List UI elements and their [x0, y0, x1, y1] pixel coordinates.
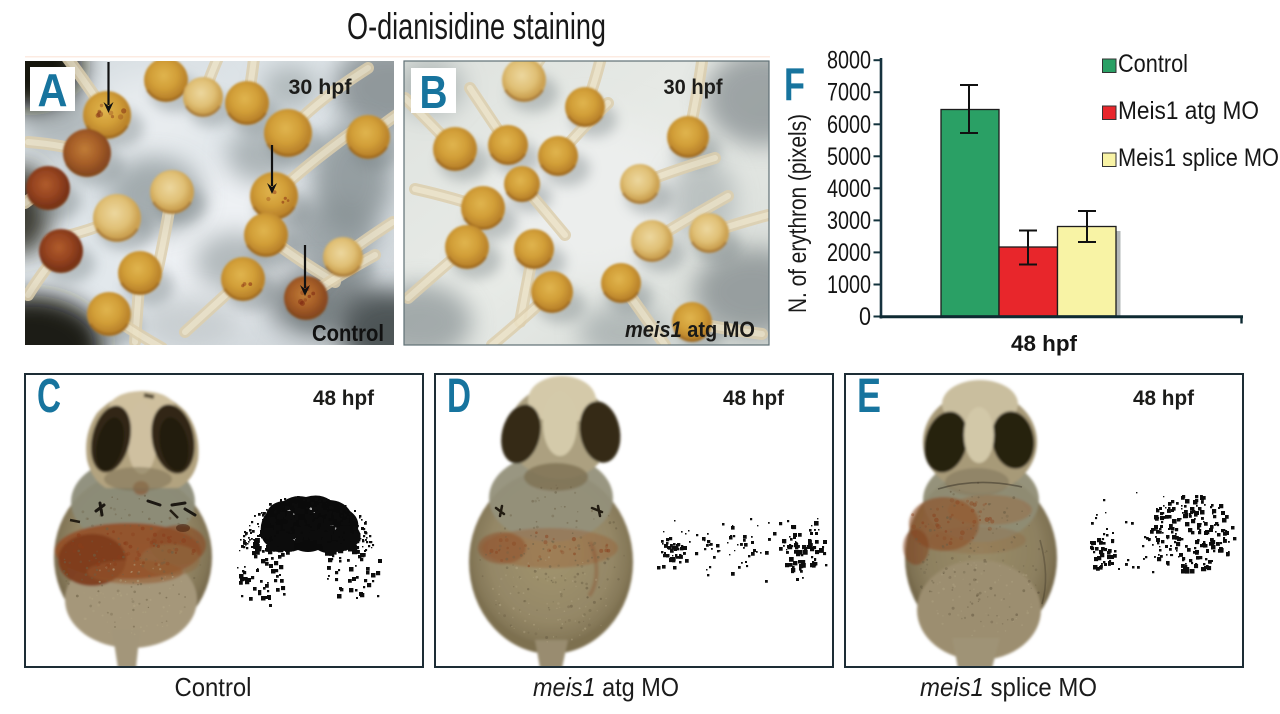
svg-text:meis1 atg MO: meis1 atg MO [533, 672, 679, 702]
svg-text:3000: 3000 [827, 207, 871, 235]
svg-text:Control: Control [1118, 50, 1188, 78]
svg-text:Meis1 atg MO: Meis1 atg MO [1118, 97, 1259, 125]
svg-text:6000: 6000 [827, 111, 871, 139]
svg-text:48 hpf: 48 hpf [313, 387, 375, 410]
svg-text:F: F [784, 58, 805, 110]
svg-text:meis1 atg MO: meis1 atg MO [625, 317, 755, 342]
svg-text:B: B [420, 66, 448, 118]
svg-text:48 hpf: 48 hpf [723, 387, 785, 410]
svg-text:7000: 7000 [827, 79, 871, 107]
svg-text:2000: 2000 [827, 239, 871, 267]
svg-text:4000: 4000 [827, 175, 871, 203]
svg-text:C: C [37, 370, 61, 423]
svg-text:A: A [38, 64, 68, 116]
svg-text:30 hpf: 30 hpf [664, 76, 724, 99]
svg-text:5000: 5000 [827, 143, 871, 171]
svg-text:1000: 1000 [827, 271, 871, 299]
svg-text:O-dianisidine staining: O-dianisidine staining [347, 6, 606, 47]
svg-text:D: D [447, 370, 471, 423]
svg-text:meis1 splice MO: meis1 splice MO [920, 672, 1097, 702]
svg-text:48 hpf: 48 hpf [1133, 387, 1195, 410]
svg-text:Meis1 splice MO: Meis1 splice MO [1118, 144, 1279, 172]
svg-text:Control: Control [312, 320, 384, 346]
svg-text:30 hpf: 30 hpf [289, 76, 353, 99]
svg-text:48 hpf: 48 hpf [1011, 331, 1078, 356]
svg-text:Control: Control [175, 672, 252, 702]
svg-text:8000: 8000 [827, 47, 871, 75]
svg-text:E: E [857, 370, 881, 423]
svg-text:N. of erythron (pixels): N. of erythron (pixels) [784, 114, 812, 313]
svg-text:0: 0 [859, 303, 871, 331]
